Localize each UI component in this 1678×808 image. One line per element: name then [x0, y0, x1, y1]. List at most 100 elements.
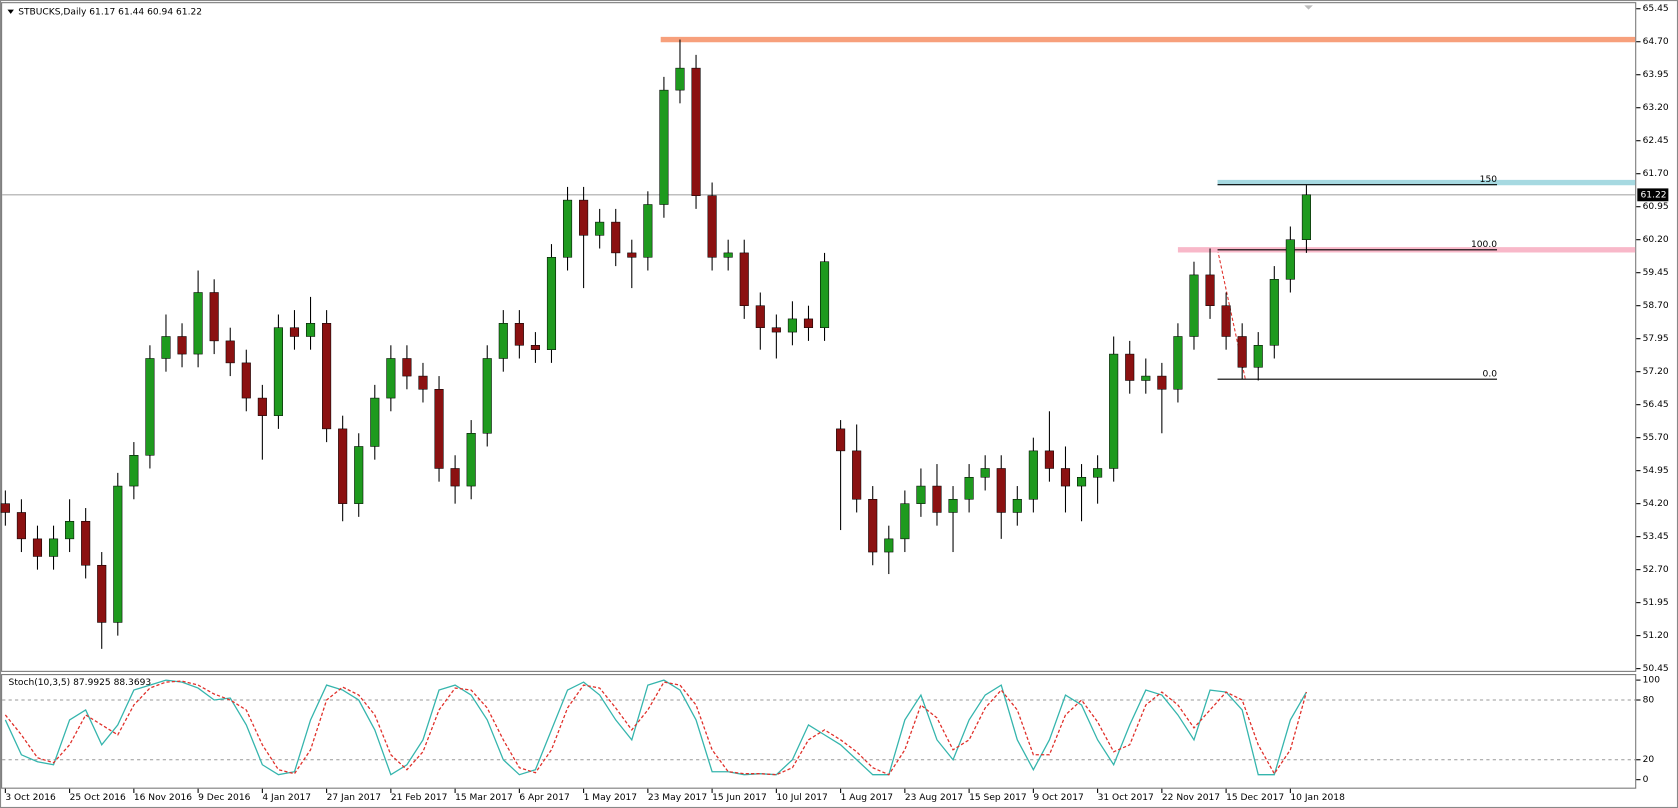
- candle-body: [1301, 194, 1311, 240]
- y-tick-label: 57.95: [1643, 334, 1669, 344]
- y-tick-label: 60.95: [1643, 202, 1669, 212]
- candle-body: [225, 340, 235, 364]
- candle-body: [1237, 336, 1247, 368]
- candle-body: [627, 252, 637, 258]
- y-tick-label: 20: [1643, 755, 1655, 765]
- candle-body: [16, 512, 26, 540]
- fib-label: 150: [1480, 175, 1498, 185]
- candle-body: [836, 428, 846, 452]
- y-tick-label: 58.70: [1643, 301, 1669, 311]
- candle-body: [273, 327, 283, 416]
- candle-body: [1173, 336, 1183, 390]
- candle-body: [691, 67, 701, 196]
- x-tick-label: 15 Sep 2017: [969, 793, 1027, 803]
- y-tick-label: 56.45: [1643, 400, 1669, 410]
- candle-body: [562, 199, 573, 258]
- candle-body: [1028, 450, 1038, 500]
- shift-marker: [1304, 5, 1313, 10]
- candle-body: [1044, 450, 1054, 469]
- last-price-label: 61.22: [1641, 190, 1667, 200]
- candle-body: [819, 261, 830, 328]
- y-tick-label: 63.95: [1643, 70, 1669, 80]
- candle-body: [852, 450, 862, 500]
- candle-body: [161, 336, 171, 359]
- x-tick-label: 3 Oct 2016: [5, 793, 56, 803]
- candle-body: [48, 538, 59, 557]
- x-tick-label: 9 Dec 2016: [198, 793, 251, 803]
- y-tick-label: 63.20: [1643, 103, 1669, 113]
- candle-body: [868, 498, 878, 553]
- candle-body: [739, 252, 749, 306]
- candle-body: [707, 195, 717, 258]
- stoch-title: Stoch(10,3,5) 87.9925 88.3693: [9, 678, 152, 688]
- candle-body: [932, 485, 942, 513]
- y-tick-label: 51.20: [1643, 631, 1669, 641]
- candle-body: [65, 520, 75, 540]
- candle-body: [129, 455, 139, 487]
- candle-body: [305, 323, 316, 337]
- candle-body: [450, 468, 460, 487]
- candle-body: [900, 503, 910, 540]
- y-tick-label: 54.95: [1643, 466, 1669, 476]
- candle-body: [177, 336, 187, 355]
- y-tick-label: 51.95: [1643, 598, 1669, 608]
- candle-body: [948, 498, 958, 513]
- candle-body: [514, 323, 524, 346]
- menu-arrow[interactable]: [7, 9, 14, 14]
- candle-body: [32, 538, 43, 557]
- candle-body: [434, 389, 444, 469]
- candle-body: [1060, 468, 1071, 487]
- candle-body: [145, 358, 155, 456]
- candle-body: [787, 318, 797, 333]
- stoch-panel: [1, 674, 1637, 789]
- candle-body: [402, 358, 412, 377]
- candle-body: [466, 433, 476, 487]
- candle-body: [723, 252, 733, 258]
- y-tick-label: 0: [1643, 775, 1649, 785]
- x-tick-label: 9 Oct 2017: [1033, 793, 1084, 803]
- candle-body: [611, 221, 621, 254]
- candle-body: [1012, 498, 1022, 513]
- y-tick-label: 60.20: [1643, 235, 1669, 245]
- x-tick-label: 16 Nov 2016: [134, 793, 192, 803]
- x-tick-label: 15 Mar 2017: [455, 793, 513, 803]
- candle-body: [1093, 468, 1103, 478]
- x-tick-label: 1 May 2017: [584, 793, 638, 803]
- last-price-box: [1637, 188, 1669, 202]
- candle-body: [386, 358, 396, 399]
- x-tick-label: 1 Aug 2017: [841, 793, 894, 803]
- x-tick-label: 10 Jul 2017: [776, 793, 828, 803]
- y-tick-label: 64.70: [1643, 37, 1669, 47]
- candle-body: [1109, 353, 1119, 469]
- candle-body: [884, 538, 894, 553]
- candle-body: [338, 428, 348, 504]
- candle-body: [675, 67, 685, 91]
- candle-body: [755, 305, 765, 328]
- candle-body: [193, 292, 203, 355]
- x-tick-label: 15 Dec 2017: [1226, 793, 1284, 803]
- candle-body: [1205, 274, 1215, 306]
- fib-label: 100.0: [1471, 240, 1497, 250]
- candle-body: [1221, 305, 1231, 337]
- candle-body: [996, 468, 1006, 513]
- candle-body: [546, 257, 557, 350]
- y-tick-label: 62.45: [1643, 136, 1669, 146]
- candle-body: [289, 327, 300, 337]
- candle-body: [643, 204, 653, 258]
- x-tick-label: 27 Jan 2017: [327, 793, 382, 803]
- candle-body: [1076, 476, 1087, 487]
- y-tick-label: 50.45: [1643, 664, 1669, 674]
- chart-title: STBUCKS,Daily 61.17 61.44 60.94 61.22: [18, 7, 202, 17]
- candle-body: [771, 327, 781, 333]
- x-tick-label: 6 Apr 2017: [519, 793, 570, 803]
- x-tick-label: 31 Oct 2017: [1098, 793, 1154, 803]
- candle-body: [1141, 375, 1151, 381]
- x-tick-label: 10 Jan 2018: [1290, 793, 1345, 803]
- candle-body: [579, 199, 589, 236]
- y-tick-label: 100: [1643, 676, 1661, 686]
- x-tick-label: 15 Jun 2017: [712, 793, 767, 803]
- candle-body: [81, 520, 91, 566]
- candle-body: [322, 323, 332, 430]
- x-tick-label: 22 Nov 2017: [1162, 793, 1220, 803]
